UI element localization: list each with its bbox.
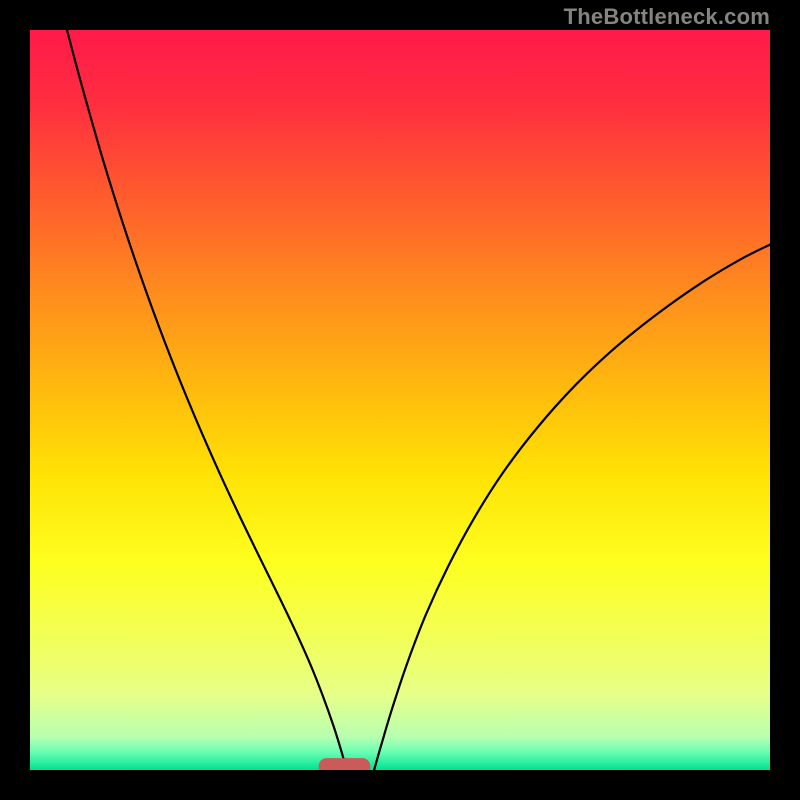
- watermark-text: TheBottleneck.com: [564, 4, 770, 30]
- gradient-background: [30, 30, 770, 770]
- chart-frame: TheBottleneck.com: [0, 0, 800, 800]
- optimal-marker: [319, 758, 371, 770]
- bottleneck-curve-chart: [30, 30, 770, 770]
- plot-area: [30, 30, 770, 770]
